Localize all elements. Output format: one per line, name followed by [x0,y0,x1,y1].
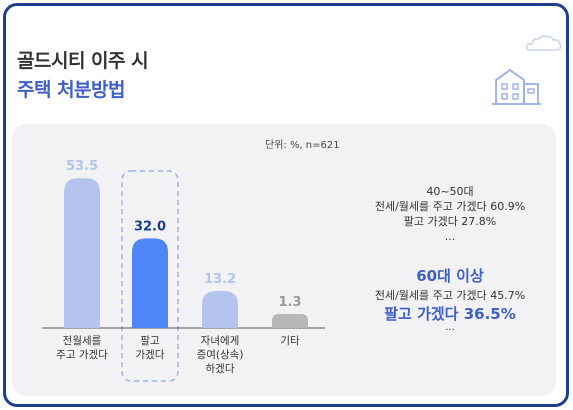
bar-1 [132,238,168,328]
bar-0 [64,178,100,328]
title-line2: 주택 처분방법 [17,79,126,101]
category-label-3-0: 기타 [280,335,300,347]
cloud-icon [526,35,562,51]
annotation-b-line2: 팔고 가겠다 36.5% [384,305,516,323]
house-icon [492,68,541,105]
value-label-2: 13.2 [204,272,236,287]
category-label-1-0: 팔고 [140,335,160,347]
annotation-a-title: 40~50대 [426,185,474,198]
category-label-0-0: 전월세를 [63,335,102,347]
annotation-a-line1: 전세/월세를 주고 가겠다 60.9% [374,200,526,213]
unit-note: 단위: %, n=621 [265,140,340,151]
annotation-b-title: 60대 이상 [416,267,484,285]
category-label-2-1: 증여(상속) [197,349,244,361]
annotation-b-dots: ... [445,322,455,333]
highlight-box [121,170,179,382]
annotation-group-a: 40~50대 전세/월세를 주고 가겠다 60.9% 팔고 가겠다 27.8% … [350,184,550,244]
category-label-2-2: 하겠다 [206,362,235,375]
annotation-b-line1: 전세/월세를 주고 가겠다 45.7% [374,289,526,302]
annotation-a-dots: ... [444,230,456,243]
bar-3 [272,314,308,328]
category-label-1-1: 가겠다 [136,349,165,361]
title-line1: 골드시티 이주 시 [17,50,149,72]
bar-2 [202,291,238,328]
value-label-1: 32.0 [134,219,166,234]
category-label-2-0: 자녀에게 [201,335,240,347]
chart-panel [12,124,556,396]
value-label-3: 1.3 [278,295,301,310]
value-label-0: 53.5 [66,159,98,174]
annotation-a-line2: 팔고 가겠다 27.8% [403,215,497,228]
category-label-0-1: 주고 가겠다 [56,349,108,361]
